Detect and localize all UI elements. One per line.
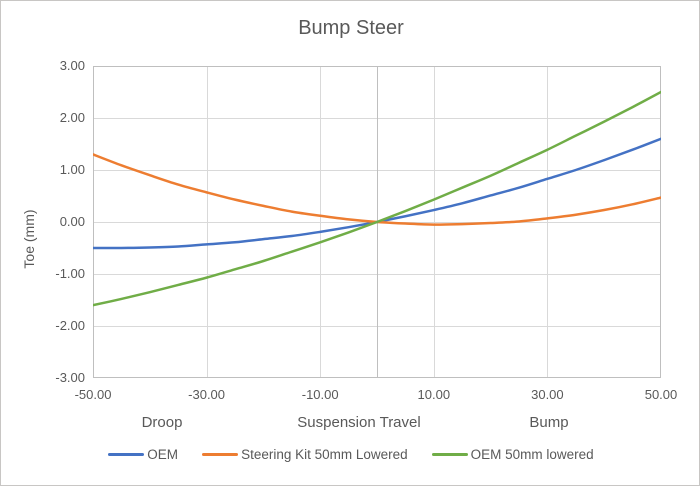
legend-item-oem: OEM [108, 447, 178, 462]
y-tick-label: 2.00 [59, 110, 85, 125]
chart-title: Bump Steer [298, 17, 404, 39]
legend-line-marker [431, 453, 468, 456]
x-tick-label: -30.00 [188, 387, 226, 402]
chart-legend: OEM Steering Kit 50mm Lowered OEM 50mm low… [1, 447, 699, 462]
x-tick-label: -50.00 [74, 387, 112, 402]
x-axis-zone-label-droop: Droop [141, 414, 183, 431]
legend-item-steering-kit-50mm-lowered: Steering Kit 50mm Lowered [202, 447, 408, 462]
legend-label: OEM 50mm lowered [470, 447, 594, 462]
legend-item-oem-50mm-lowered: OEM 50mm lowered [431, 447, 594, 462]
legend-line-marker [108, 453, 145, 456]
plot-area [91, 66, 663, 378]
legend-label: OEM [147, 447, 179, 462]
x-axis-zone-label-bump: Bump [529, 414, 569, 431]
x-tick-label: 10.00 [417, 387, 451, 402]
y-tick-label: -3.00 [55, 370, 85, 385]
x-axis-title: Suspension Travel [297, 414, 421, 431]
y-tick-label: -1.00 [55, 266, 85, 281]
legend-line-marker [202, 453, 239, 456]
x-tick-label: 50.00 [644, 387, 678, 402]
series-line-oem-50mm-lowered [91, 90, 663, 307]
legend-label: Steering Kit 50mm Lowered [241, 447, 408, 462]
x-tick-label: 30.00 [531, 387, 564, 402]
plot-border [93, 66, 661, 378]
y-tick-label: -2.00 [55, 318, 85, 333]
x-tick-label: -10.00 [301, 387, 339, 402]
y-tick-label: 0.00 [59, 214, 85, 229]
plot-svg [91, 66, 663, 378]
y-tick-label: 1.00 [59, 162, 85, 177]
y-tick-label: 3.00 [59, 58, 85, 73]
